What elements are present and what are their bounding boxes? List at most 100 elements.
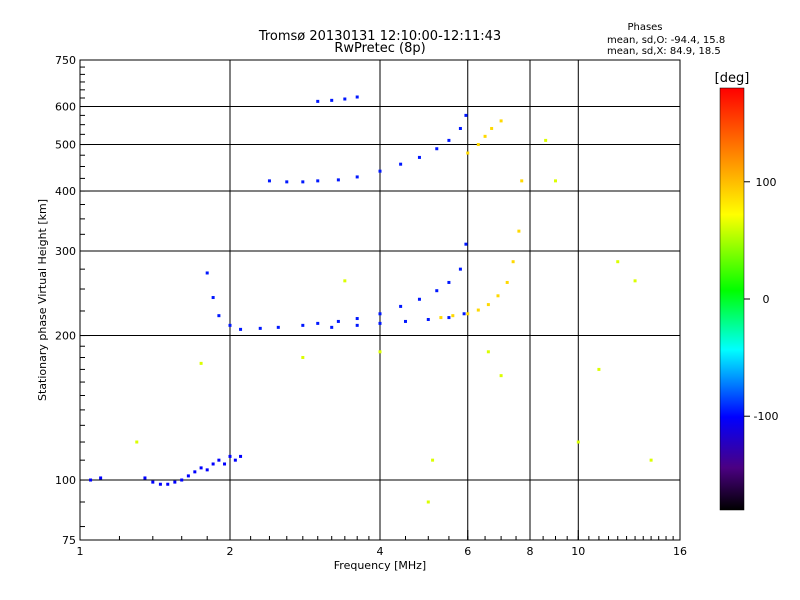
axis-ticks: 1 2 4 6 8 10 16 75 100 200 300 400 500 600 750 xyxy=(55,54,687,558)
echo-point xyxy=(553,179,557,183)
echo-point xyxy=(151,480,155,484)
echo-point xyxy=(186,474,190,478)
echo-point xyxy=(239,454,243,458)
echo-point xyxy=(462,312,466,316)
echo-point xyxy=(483,134,487,138)
chart-subtitle: RwPretec (8p) xyxy=(334,41,425,56)
y-tick-label: 750 xyxy=(55,54,76,67)
echo-point xyxy=(633,279,637,283)
echo-point xyxy=(355,175,359,179)
echo-point xyxy=(490,126,494,130)
echo-point xyxy=(520,179,524,183)
echo-point xyxy=(355,317,359,321)
echo-point xyxy=(378,312,382,316)
colorbar-tick-label: 100 xyxy=(756,176,777,189)
echo-point xyxy=(378,350,382,354)
echo-point xyxy=(316,99,320,103)
echo-point xyxy=(301,355,305,359)
colorbar xyxy=(719,87,745,511)
echo-point xyxy=(343,279,347,283)
colorbar-tick-label: 0 xyxy=(763,293,770,306)
echo-point xyxy=(258,326,262,330)
echo-point xyxy=(597,367,601,371)
echo-point xyxy=(330,325,334,329)
echo-point xyxy=(431,458,435,462)
echo-point xyxy=(158,482,162,486)
echo-point xyxy=(464,242,468,246)
echo-point xyxy=(505,280,509,284)
echo-point xyxy=(267,179,271,183)
echo-point xyxy=(378,321,382,325)
echo-point xyxy=(228,323,232,327)
echo-point xyxy=(517,229,521,233)
echo-point xyxy=(99,476,103,480)
echo-point xyxy=(135,440,139,444)
echo-point xyxy=(426,500,430,504)
echo-point xyxy=(464,113,468,117)
data-points xyxy=(89,95,653,504)
echo-point xyxy=(417,297,421,301)
echo-point xyxy=(316,179,320,183)
echo-point xyxy=(217,314,221,318)
echo-point xyxy=(276,325,280,329)
echo-point xyxy=(458,267,462,271)
chart-title: Tromsø 20130131 12:10:00-12:11:43 xyxy=(258,29,501,44)
echo-point xyxy=(496,294,500,298)
phase-stats-heading: Phases xyxy=(627,22,662,33)
echo-point xyxy=(426,317,430,321)
echo-point xyxy=(336,178,340,182)
echo-point xyxy=(616,260,620,264)
grid-lines xyxy=(80,60,680,540)
y-tick-label: 100 xyxy=(55,474,76,487)
echo-point xyxy=(447,138,451,142)
echo-point xyxy=(173,480,177,484)
echo-point xyxy=(378,169,382,173)
echo-point xyxy=(228,454,232,458)
x-tick-label: 6 xyxy=(464,545,471,558)
echo-point xyxy=(466,151,470,155)
echo-point xyxy=(476,308,480,312)
echo-point xyxy=(476,143,480,147)
echo-point xyxy=(499,119,503,123)
echo-point xyxy=(435,289,439,293)
echo-point xyxy=(166,482,170,486)
echo-point xyxy=(285,180,289,184)
phase-stats-x: mean, sd,X: 84.9, 18.5 xyxy=(607,46,721,57)
echo-point xyxy=(316,321,320,325)
x-tick-label: 1 xyxy=(77,545,84,558)
echo-point xyxy=(223,462,227,466)
echo-point xyxy=(447,316,451,320)
echo-point xyxy=(511,260,515,264)
echo-point xyxy=(576,440,580,444)
y-tick-label: 75 xyxy=(62,534,76,547)
phase-stats-o: mean, sd,O: -94.4, 15.8 xyxy=(607,35,725,46)
y-tick-label: 300 xyxy=(55,245,76,258)
echo-point xyxy=(239,327,243,331)
x-tick-label: 4 xyxy=(377,545,384,558)
echo-point xyxy=(199,466,203,470)
echo-point xyxy=(447,280,451,284)
echo-point xyxy=(193,470,197,474)
y-tick-label: 200 xyxy=(55,330,76,343)
y-tick-label: 500 xyxy=(55,139,76,152)
echo-point xyxy=(435,147,439,151)
colorbar-ticks: 100 0 -100 xyxy=(744,176,778,423)
echo-point xyxy=(355,323,359,327)
echo-point xyxy=(301,180,305,184)
echo-point xyxy=(399,162,403,166)
echo-point xyxy=(417,155,421,159)
echo-point xyxy=(180,478,184,482)
echo-point xyxy=(439,316,443,320)
echo-point xyxy=(458,126,462,130)
echo-point xyxy=(211,296,215,300)
echo-point xyxy=(399,304,403,308)
echo-point xyxy=(544,138,548,142)
y-axis-label: Stationary phase Virtual Height [km] xyxy=(36,199,49,401)
echo-point xyxy=(486,350,490,354)
echo-point xyxy=(89,478,93,482)
y-tick-label: 600 xyxy=(55,101,76,114)
colorbar-tick-label: -100 xyxy=(754,410,779,423)
echo-point xyxy=(499,374,503,378)
echo-point xyxy=(649,458,653,462)
